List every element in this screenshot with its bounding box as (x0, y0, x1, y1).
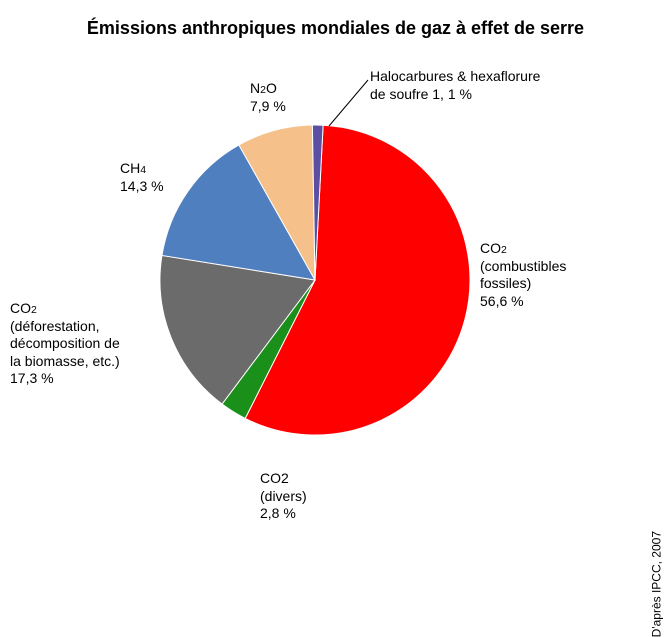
slice-label-ch4: CH414,3 % (120, 160, 190, 195)
slice-label-co2_fossil: CO2(combustiblesfossiles)56,6 % (480, 240, 630, 310)
slice-label-co2_divers: CO2(divers)2,8 % (260, 470, 340, 523)
slice-label-co2_deforest: CO2(déforestation,décomposition dela bio… (10, 300, 160, 388)
leader-line-halocarbures (329, 80, 368, 126)
chart-credit: D'après IPCC, 2007 (649, 531, 663, 637)
slice-label-n2o: N2O7,9 % (250, 80, 310, 115)
slice-label-halocarbures: Halocarbures & hexaflorurede soufre 1, 1… (370, 68, 600, 103)
